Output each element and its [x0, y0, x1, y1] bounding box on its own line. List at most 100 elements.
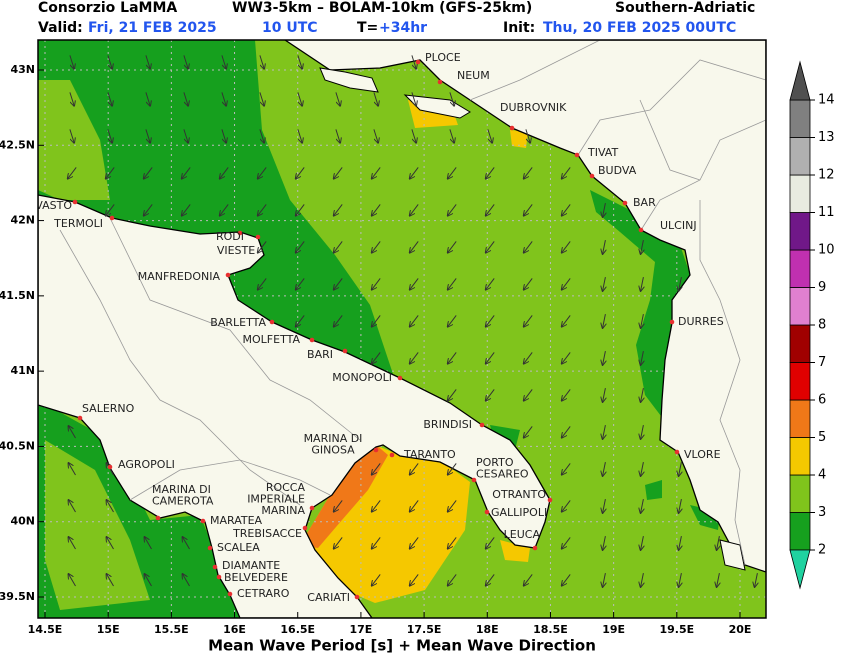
arrow [372, 537, 381, 548]
city-label: BUDVA [598, 164, 637, 177]
city-marker [622, 200, 628, 206]
arrow [524, 426, 533, 437]
city-label: TIVAT [587, 146, 618, 159]
arrow [641, 388, 644, 402]
colorbar-label: 7 [818, 355, 826, 370]
arrow [69, 537, 76, 550]
arrow [562, 426, 571, 437]
city-marker [302, 525, 308, 531]
arrow [449, 129, 454, 142]
map-area: PLOCE NEUM DUBROVNIK TIVAT BUDVA BAR ULCINJ DUR… [35, 40, 766, 618]
colorbar-box [789, 137, 811, 176]
city-marker [484, 509, 490, 515]
arrow [68, 167, 77, 178]
arrow [717, 573, 720, 587]
header-right: Southern-Adriatic [615, 0, 755, 16]
arrow [372, 574, 381, 585]
init-label: Init: [503, 20, 535, 36]
arrow [448, 204, 457, 215]
arrow [641, 314, 644, 328]
valid-time: 10 UTC [262, 20, 318, 36]
arrow [410, 537, 419, 548]
city-marker [437, 79, 443, 85]
y-tick-label: 40N [10, 515, 35, 528]
city-label: BRINDISI [423, 418, 472, 431]
arrow [410, 315, 419, 326]
arrow [334, 537, 343, 548]
city-label: DUBROVNIK [500, 101, 567, 114]
arrow [448, 352, 457, 363]
arrow [259, 92, 264, 105]
arrow [296, 204, 305, 215]
arrow [486, 278, 495, 289]
arrow [410, 500, 419, 511]
arrow [297, 55, 302, 68]
city-label: DURRES [678, 315, 724, 328]
city-marker [509, 125, 515, 131]
arrow [487, 129, 492, 142]
arrow [296, 241, 305, 252]
arrow [297, 92, 302, 105]
arrow [562, 278, 571, 289]
colorbar-box [789, 249, 811, 288]
direction-arrows [68, 55, 758, 587]
arrow [334, 278, 343, 289]
city-marker [674, 449, 680, 455]
city-marker [77, 415, 83, 421]
border [109, 217, 361, 441]
city-marker [342, 348, 348, 354]
arrow [603, 536, 606, 550]
city-label: BARLETTA [210, 316, 266, 329]
colorbar-label: 9 [818, 280, 826, 295]
arrow [641, 351, 644, 365]
arrow [410, 463, 419, 474]
x-tick-label: 15.5E [154, 623, 189, 636]
arrow [410, 167, 419, 178]
y-tick-label: 42N [10, 214, 35, 227]
lead-label: T= [357, 20, 378, 36]
y-tick-label: 43N [10, 63, 35, 76]
colorbar-label: 3 [818, 505, 826, 520]
arrow [448, 278, 457, 289]
city-label: VLORE [684, 448, 721, 461]
arrow [258, 167, 267, 178]
x-tick-label: 15E [97, 623, 120, 636]
arrow [372, 278, 381, 289]
arrow [183, 55, 188, 68]
city-label: AGROPOLI [118, 458, 175, 471]
arrow [448, 463, 457, 474]
city-marker [237, 230, 243, 236]
arrow [603, 462, 606, 476]
city-label: TARANTO [403, 448, 456, 461]
arrow [524, 241, 533, 252]
arrow [562, 315, 571, 326]
axis-ticks: 14.5E 15E 15.5E 16E 16.5E 17E 17.5E 18E 18.5E 19E… [0, 63, 751, 636]
arrow [107, 537, 114, 550]
colorbar-box [789, 99, 811, 138]
zone-light-green [45, 440, 150, 610]
arrow [372, 204, 381, 215]
city-label: CESAREO [476, 468, 529, 481]
arrow [524, 389, 533, 400]
arrow [258, 278, 267, 289]
colorbar-label: 4 [818, 468, 826, 483]
city-marker [415, 59, 421, 65]
city-label: VASTO [35, 199, 72, 212]
arrow [486, 389, 495, 400]
arrow [372, 463, 381, 474]
colorbar-label: 5 [818, 430, 826, 445]
arrow [221, 55, 226, 68]
arrow [641, 573, 644, 587]
arrow [107, 574, 114, 587]
init: Thu, 20 FEB 2025 00UTC [543, 20, 736, 36]
city-marker [200, 518, 206, 524]
arrow [603, 425, 606, 439]
city-label: ULCINJ [660, 219, 697, 232]
arrow [69, 426, 76, 439]
arrow [562, 389, 571, 400]
city-label: ROCCA [266, 481, 306, 494]
arrow [107, 92, 112, 105]
zone-yellow [510, 130, 528, 148]
city-label: BARI [307, 348, 333, 361]
